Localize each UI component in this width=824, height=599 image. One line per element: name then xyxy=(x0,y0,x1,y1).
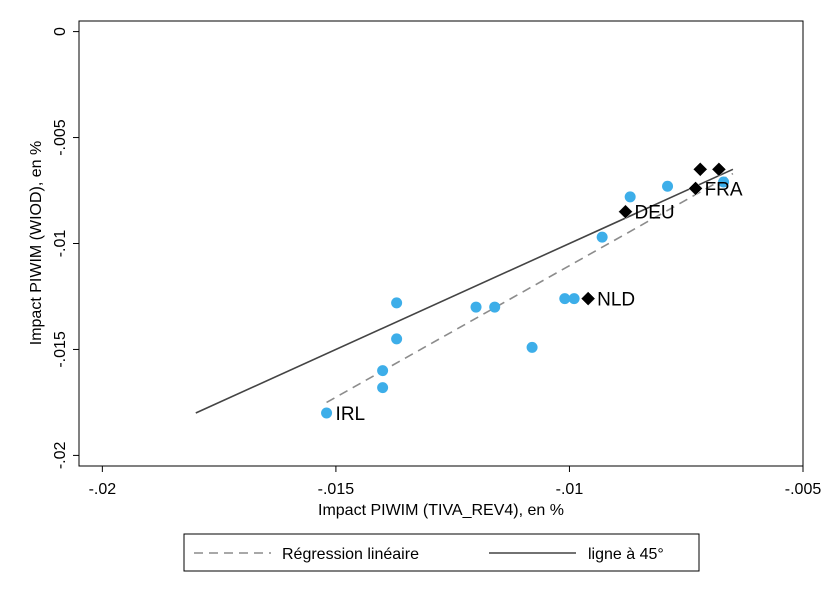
45-degree-line xyxy=(195,168,734,414)
blue-data-point xyxy=(470,301,482,313)
x-tick-label: -.02 xyxy=(89,481,117,498)
y-axis-title: Impact PIWIM (WIOD), en % xyxy=(28,141,45,345)
diamond-data-point xyxy=(688,181,703,196)
y-tick-label: -.015 xyxy=(52,331,69,368)
diamond-data-point xyxy=(711,161,727,177)
diamond-data-point xyxy=(618,204,633,220)
x-tick-label: -.015 xyxy=(318,481,355,498)
data-points xyxy=(321,161,730,419)
x-tick-label: -.005 xyxy=(785,481,822,498)
y-tick-label: -.005 xyxy=(52,119,69,156)
x-tick-label: -.01 xyxy=(556,481,584,498)
blue-data-point xyxy=(568,293,580,305)
axes: -.02 -.015 -.01 -.005 0 -.005 -.01 -.015 -.02 xyxy=(52,27,821,498)
regression-line xyxy=(326,172,734,404)
blue-data-point xyxy=(391,297,403,309)
blue-data-point xyxy=(718,176,730,188)
blue-data-point xyxy=(377,382,389,394)
blue-data-point xyxy=(489,301,501,313)
y-tick-label: 0 xyxy=(52,27,69,36)
blue-data-point xyxy=(662,180,674,192)
plot-area-frame xyxy=(78,20,804,467)
point-label-fra: FRA xyxy=(705,179,743,200)
legend: Régression linéaire ligne à 45° xyxy=(183,533,700,572)
point-label-irl: IRL xyxy=(336,404,366,425)
blue-data-point xyxy=(596,231,608,243)
point-label-deu: DEU xyxy=(635,203,675,224)
blue-data-point xyxy=(559,293,571,305)
point-labels: IRL NLD DEU FRA xyxy=(336,179,743,425)
blue-data-point xyxy=(321,407,333,419)
y-tick-label: -.01 xyxy=(52,230,69,258)
y-tick-label: -.02 xyxy=(52,442,69,470)
legend-label-regression: Régression linéaire xyxy=(282,546,419,563)
blue-data-point xyxy=(377,365,389,377)
x-axis-title: Impact PIWIM (TIVA_REV4), en % xyxy=(318,502,564,519)
point-label-nld: NLD xyxy=(597,290,635,311)
diamond-data-point xyxy=(692,161,708,177)
diamond-data-point xyxy=(580,291,596,306)
blue-data-point xyxy=(624,191,636,203)
legend-label-45-line: ligne à 45° xyxy=(588,546,664,563)
blue-data-point xyxy=(526,341,538,353)
blue-data-point xyxy=(391,333,403,345)
series-lines xyxy=(195,168,734,414)
